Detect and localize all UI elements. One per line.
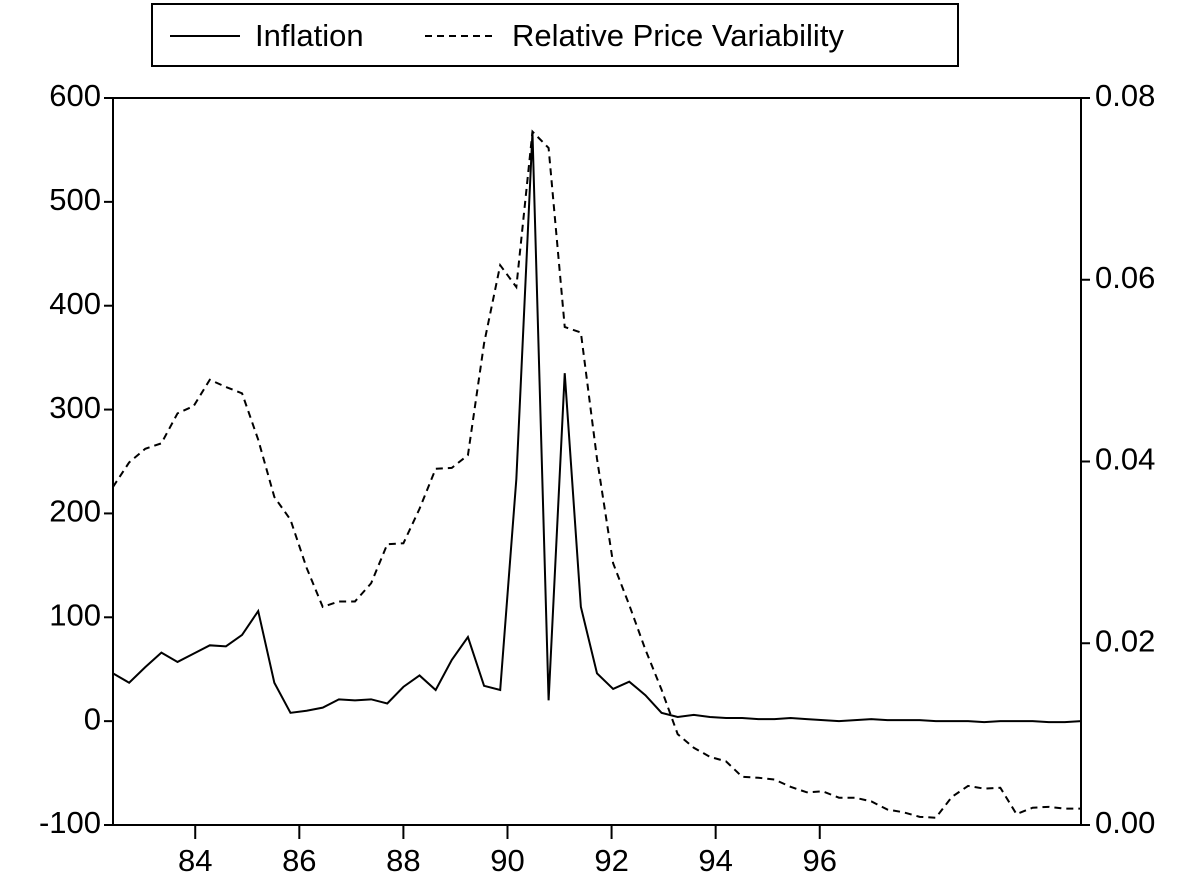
y-tick-label: 100: [49, 597, 101, 632]
y-tick-label: 0: [84, 701, 101, 736]
legend-label: Inflation: [255, 18, 364, 53]
series-line: [112, 129, 1081, 819]
y2-tick-label: 0.08: [1095, 78, 1155, 113]
y2-tick-label: 0.04: [1095, 442, 1155, 477]
y-tick-label: 400: [49, 286, 101, 321]
y-tick-label: 300: [49, 390, 101, 425]
x-tick-label: 86: [282, 843, 316, 878]
x-tick-label: 92: [594, 843, 628, 878]
y2-tick-label: 0.02: [1095, 623, 1155, 658]
x-tick-label: 90: [490, 843, 524, 878]
y-tick-label: -100: [39, 805, 101, 840]
x-tick-label: 96: [803, 843, 837, 878]
x-tick-label: 84: [178, 843, 212, 878]
legend-label: Relative Price Variability: [512, 18, 844, 53]
y-tick-label: 600: [49, 78, 101, 113]
x-tick-label: 88: [386, 843, 420, 878]
legend-box: [151, 3, 959, 67]
y-tick-label: 500: [49, 182, 101, 217]
y-tick-label: 200: [49, 494, 101, 529]
y2-tick-label: 0.06: [1095, 260, 1155, 295]
series-line: [112, 132, 1082, 724]
y2-tick-label: 0.00: [1095, 805, 1155, 840]
x-tick-label: 94: [698, 843, 732, 878]
